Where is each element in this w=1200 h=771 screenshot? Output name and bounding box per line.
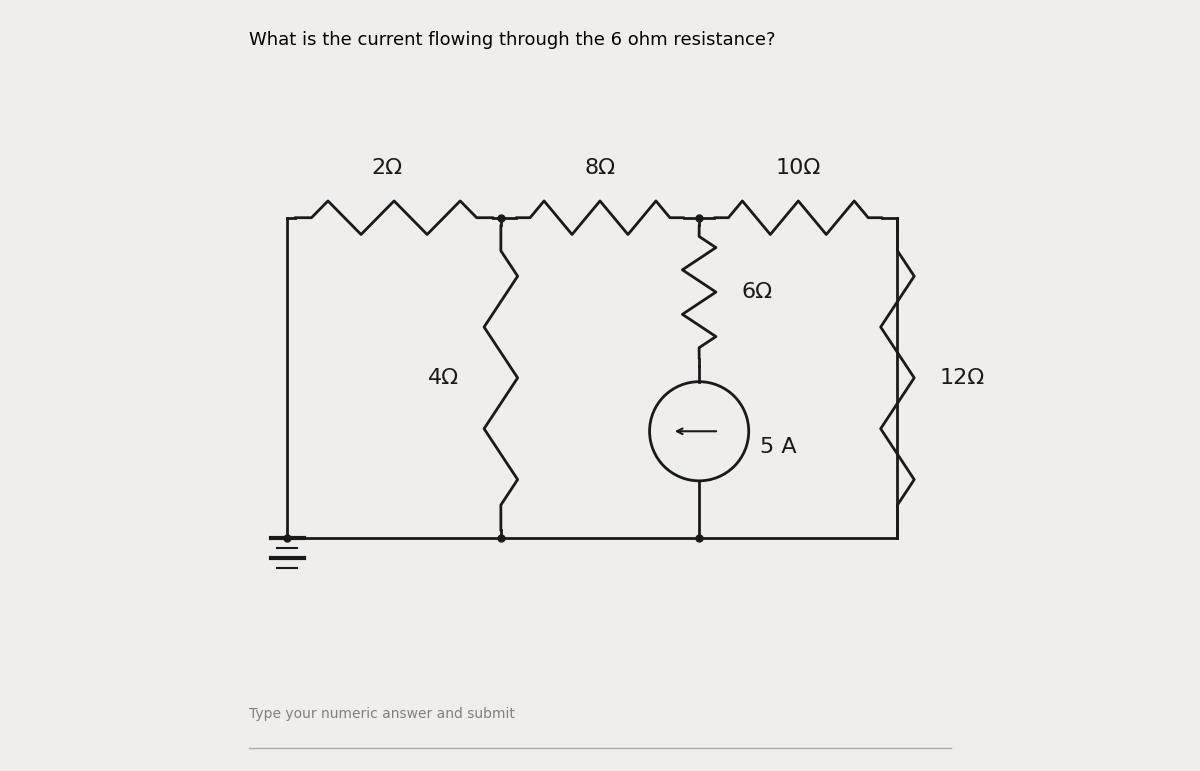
Text: What is the current flowing through the 6 ohm resistance?: What is the current flowing through the …	[250, 31, 775, 49]
Text: 2Ω: 2Ω	[371, 158, 402, 178]
Text: Type your numeric answer and submit: Type your numeric answer and submit	[250, 707, 515, 721]
Text: 12Ω: 12Ω	[940, 368, 985, 388]
Text: 5 A: 5 A	[760, 436, 797, 456]
Text: 6Ω: 6Ω	[742, 282, 773, 302]
Text: 8Ω: 8Ω	[584, 158, 616, 178]
Text: 4Ω: 4Ω	[427, 368, 458, 388]
Text: 10Ω: 10Ω	[775, 158, 821, 178]
